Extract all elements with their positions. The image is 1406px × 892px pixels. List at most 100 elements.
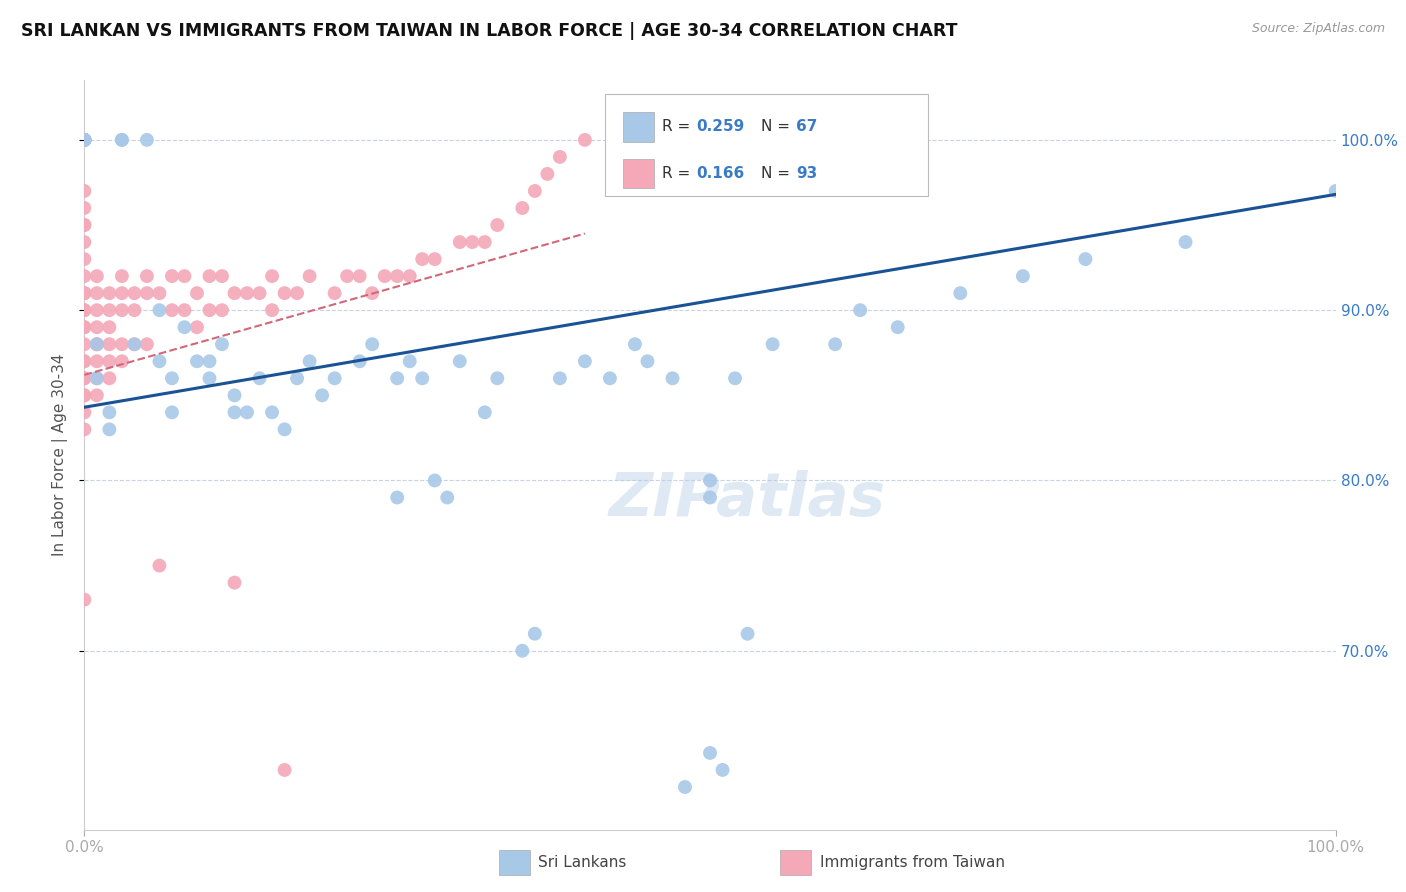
Point (98, 405, 121, 419)
Point (73, 252, 96, 266)
Point (73, 286, 96, 301)
Point (273, 422, 295, 436)
Point (198, 354, 221, 368)
Point (73, 133, 96, 147)
Point (512, 201, 534, 215)
Point (73, 286, 96, 301)
Point (285, 286, 308, 301)
Point (86, 337, 108, 351)
Point (1012, 269, 1035, 284)
Point (411, 252, 433, 266)
Point (73, 388, 96, 402)
Point (73, 133, 96, 147)
Point (548, 150, 571, 164)
Point (160, 269, 183, 284)
Text: Source: ZipAtlas.com: Source: ZipAtlas.com (1251, 22, 1385, 36)
Point (262, 269, 284, 284)
Text: R =: R = (662, 119, 696, 134)
Point (111, 269, 134, 284)
Point (449, 354, 471, 368)
Point (1074, 252, 1097, 266)
Point (124, 286, 146, 301)
Point (398, 269, 420, 284)
Point (98, 320, 121, 334)
Point (361, 286, 384, 301)
Point (148, 303, 170, 318)
Point (385, 269, 409, 284)
Point (73, 269, 96, 284)
Point (349, 354, 371, 368)
Point (111, 133, 134, 147)
Point (98, 422, 121, 436)
Point (486, 371, 509, 385)
Point (1324, 184, 1347, 198)
Point (285, 371, 308, 385)
Point (98, 303, 121, 318)
Point (136, 269, 159, 284)
Point (136, 337, 159, 351)
Point (236, 286, 259, 301)
Point (86, 371, 108, 385)
Point (711, 763, 734, 777)
Point (699, 746, 721, 760)
Point (224, 405, 246, 419)
Point (398, 354, 420, 368)
Point (536, 167, 558, 181)
Point (160, 371, 183, 385)
Point (73, 184, 96, 198)
Point (124, 337, 146, 351)
Text: R =: R = (662, 166, 696, 181)
Point (73, 405, 96, 419)
Text: 93: 93 (796, 166, 817, 181)
Point (461, 235, 484, 249)
Point (73, 218, 96, 232)
Point (98, 286, 121, 301)
Point (73, 235, 96, 249)
Point (111, 286, 134, 301)
Point (673, 780, 696, 794)
Point (73, 133, 96, 147)
Point (73, 320, 96, 334)
Point (198, 371, 221, 385)
Text: ZIPatlas: ZIPatlas (609, 470, 886, 529)
Point (374, 269, 396, 284)
Point (73, 303, 96, 318)
Point (224, 388, 246, 402)
Point (699, 474, 721, 488)
Point (436, 491, 458, 505)
Point (699, 491, 721, 505)
Point (73, 133, 96, 147)
Point (949, 286, 972, 301)
Point (574, 354, 596, 368)
Point (73, 286, 96, 301)
Point (73, 354, 96, 368)
Point (361, 337, 384, 351)
Point (762, 337, 785, 351)
Point (311, 388, 333, 402)
Point (86, 371, 108, 385)
Text: SRI LANKAN VS IMMIGRANTS FROM TAIWAN IN LABOR FORCE | AGE 30-34 CORRELATION CHAR: SRI LANKAN VS IMMIGRANTS FROM TAIWAN IN … (21, 22, 957, 40)
Point (73, 133, 96, 147)
Point (86, 337, 108, 351)
Point (298, 354, 321, 368)
Point (186, 354, 208, 368)
Point (73, 201, 96, 215)
Point (73, 592, 96, 607)
Point (73, 388, 96, 402)
Point (423, 252, 446, 266)
Point (73, 371, 96, 385)
Point (724, 371, 747, 385)
Point (574, 133, 596, 147)
Point (73, 133, 96, 147)
Point (86, 337, 108, 351)
Point (73, 133, 96, 147)
Point (86, 354, 108, 368)
Point (73, 320, 96, 334)
Point (624, 337, 647, 351)
Point (262, 405, 284, 419)
Point (423, 474, 446, 488)
Point (136, 133, 159, 147)
Point (111, 354, 134, 368)
Point (336, 269, 359, 284)
Point (449, 235, 471, 249)
